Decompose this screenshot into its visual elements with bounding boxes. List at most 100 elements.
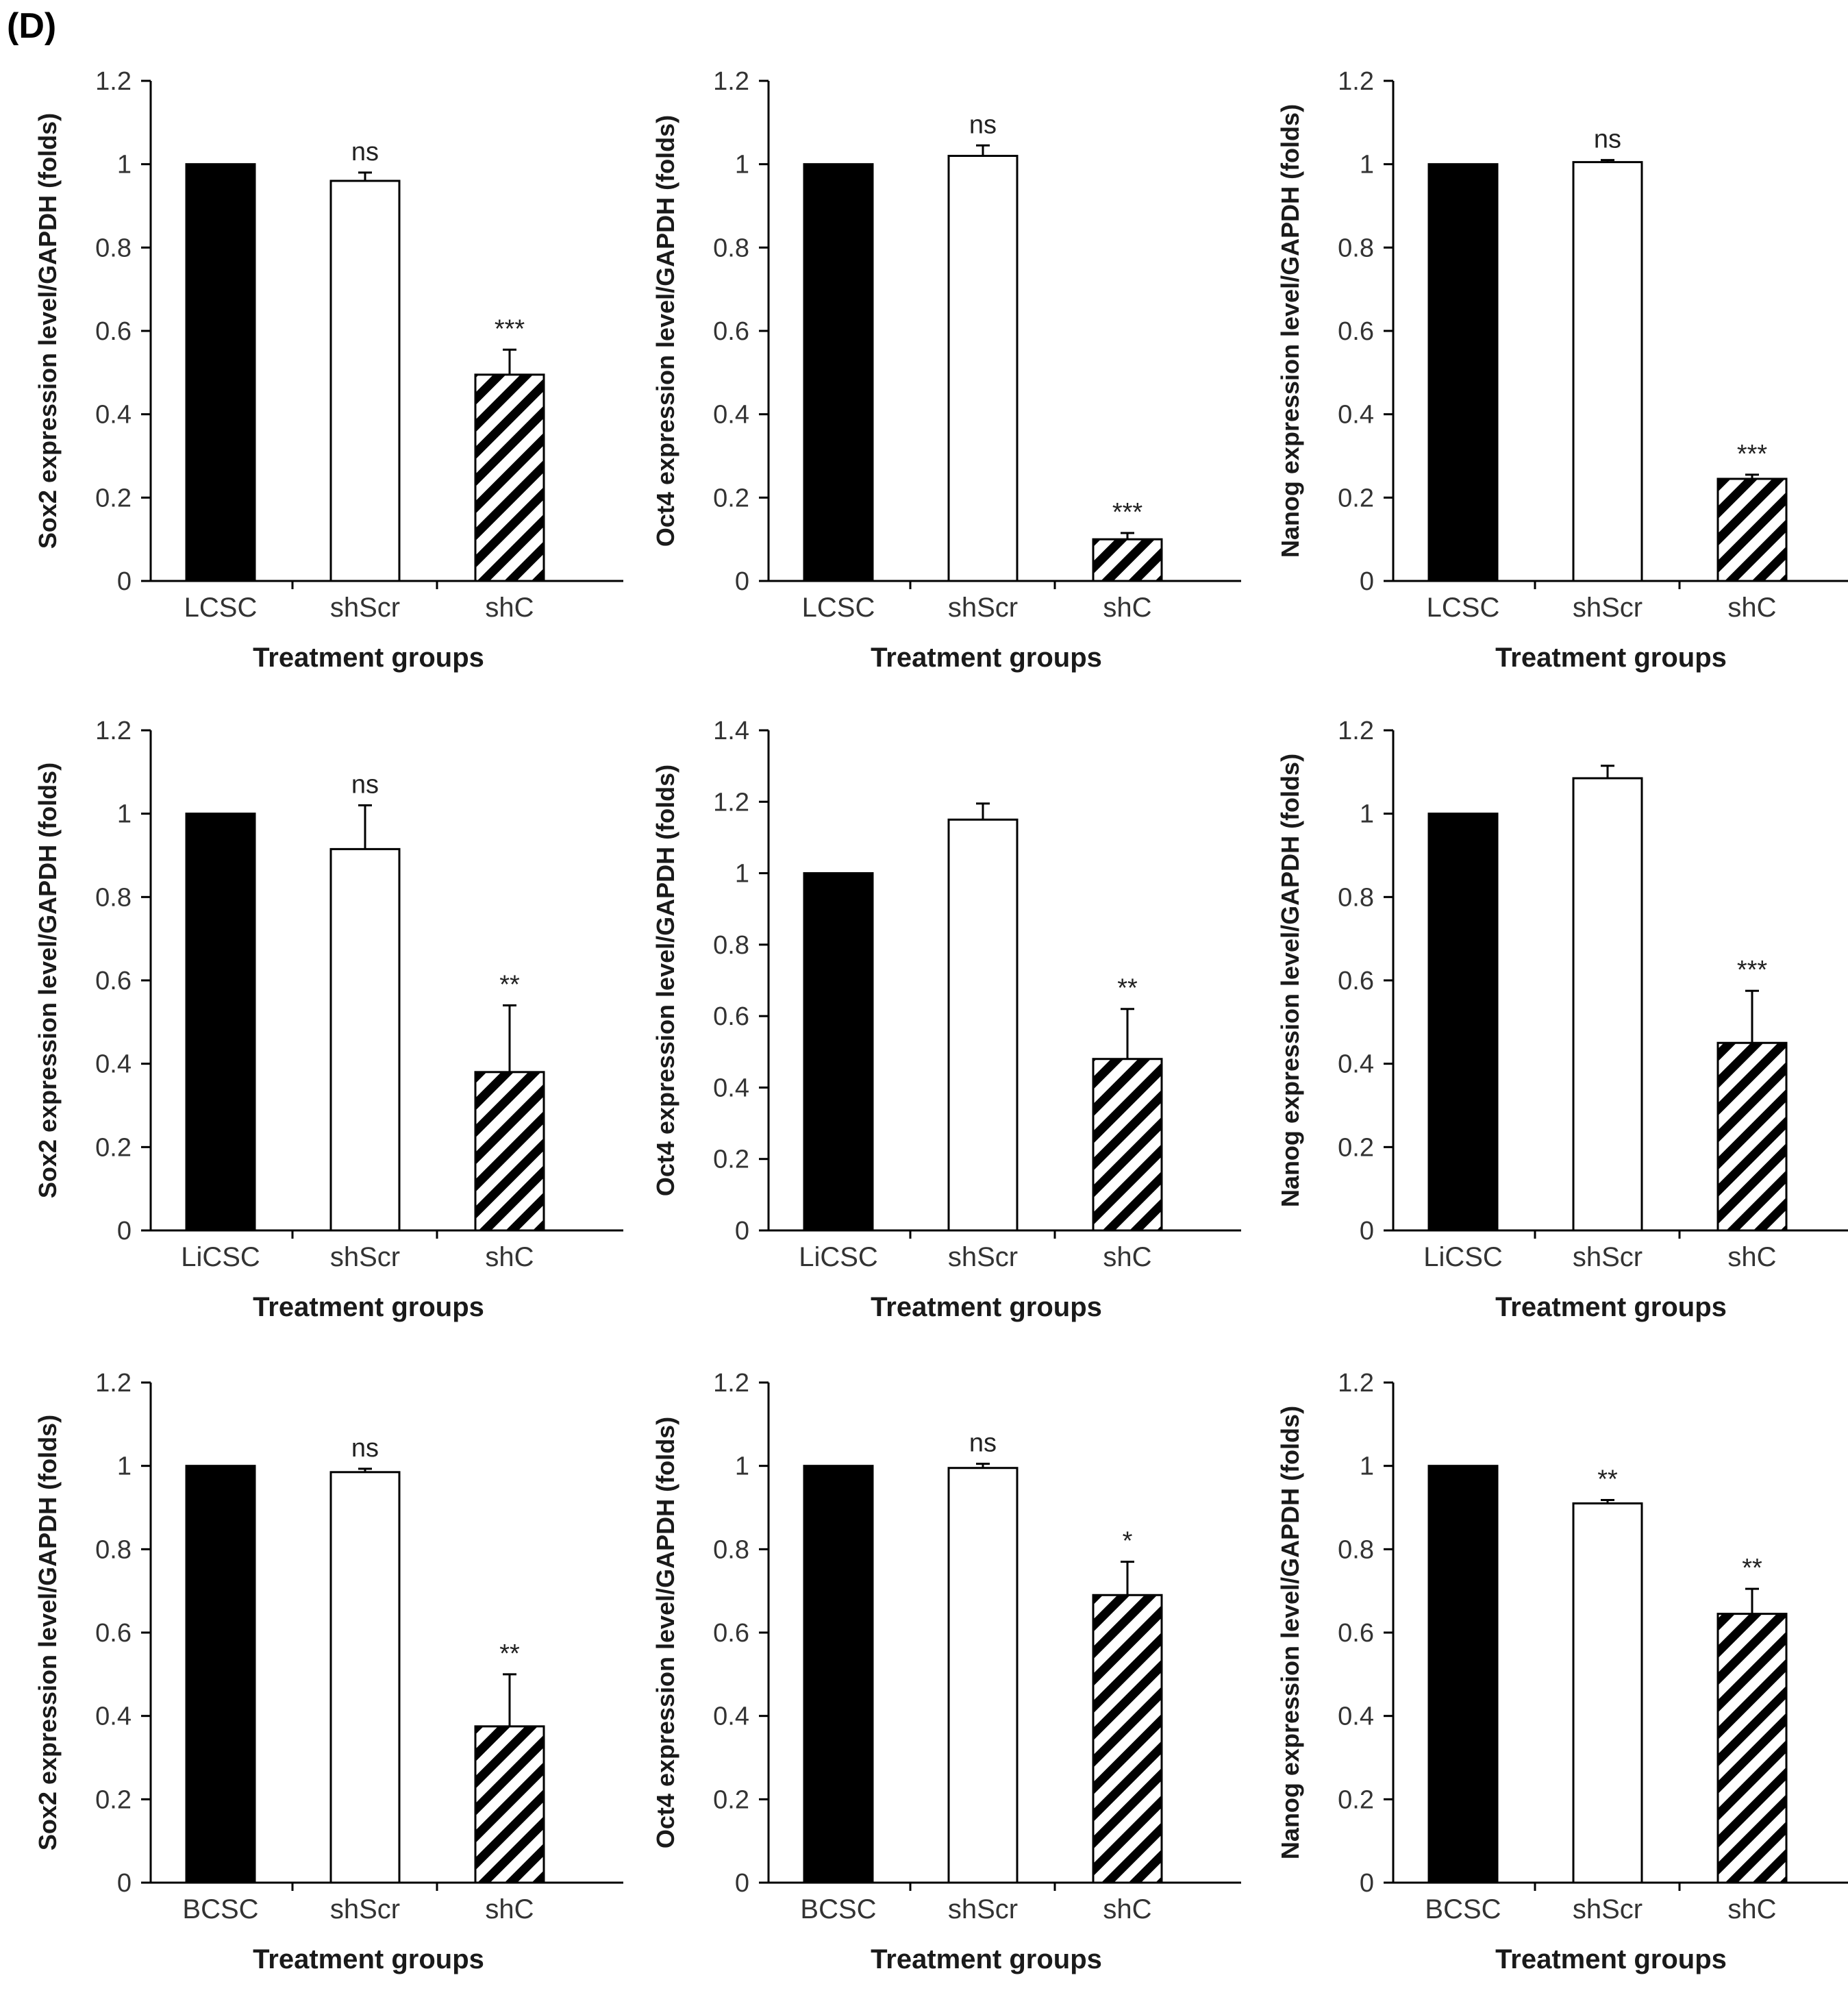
bar-first [1427, 1465, 1499, 1884]
bar-first [1427, 813, 1499, 1232]
y-tick-label: 0.4 [95, 1050, 132, 1079]
y-tick-label: 1 [735, 151, 749, 179]
y-tick-label: 0.2 [1338, 1785, 1374, 1814]
y-tick-label: 1.2 [95, 67, 132, 96]
significance-label: ** [1742, 1554, 1762, 1583]
y-axis-title: Nanog expression level/GAPDH (folds) [1276, 754, 1304, 1207]
y-tick-label: 0.4 [95, 1702, 132, 1731]
significance-label: ns [1594, 125, 1621, 154]
category-label: shScr [330, 593, 400, 623]
y-axis-title: Sox2 expression level/GAPDH (folds) [34, 113, 62, 549]
y-tick-label: 1 [1360, 151, 1374, 179]
bar-shscr [1572, 161, 1643, 582]
x-axis-title: Treatment groups [253, 1292, 484, 1322]
bar-shc [1716, 1041, 1788, 1232]
chart-8: ns * 0 0.2 0.4 0.6 0.8 1 1.2 BCSC shScr shCTreatmen… [651, 1369, 1241, 1974]
y-tick-label: 0 [735, 1869, 749, 1898]
category-label: LCSC [1427, 593, 1500, 623]
y-tick-label: 1.2 [95, 1369, 132, 1398]
x-axis-title: Treatment groups [871, 1292, 1102, 1322]
category-label: shScr [948, 1242, 1018, 1272]
y-tick-label: 0.4 [713, 1074, 749, 1102]
y-axis-title: Nanog expression level/GAPDH (folds) [1276, 104, 1304, 558]
y-tick-label: 1.2 [1338, 1369, 1374, 1398]
bar-shc [1716, 1613, 1788, 1884]
y-tick-label: 0 [1360, 1217, 1374, 1246]
category-label: shScr [948, 1894, 1018, 1924]
category-label: shC [1727, 1242, 1776, 1272]
y-tick-label: 1.2 [713, 1369, 749, 1398]
category-label: shC [1727, 1894, 1776, 1924]
significance-label: ns [969, 110, 997, 139]
bar-shc [1092, 1594, 1163, 1884]
y-tick-label: 0.4 [713, 1702, 749, 1731]
chart-4: ns ** 0 0.2 0.4 0.6 0.8 1 1.2 LiCSC shScr shCTreatm… [34, 717, 623, 1322]
category-label: shC [1103, 1242, 1151, 1272]
y-tick-label: 1.2 [1338, 717, 1374, 745]
chart-6: *** 0 0.2 0.4 0.6 0.8 1 1.2 LiCSC shScr shCTreatme… [1276, 717, 1848, 1322]
chart-7: ns ** 0 0.2 0.4 0.6 0.8 1 1.2 BCSC shScr shCTreatme… [34, 1369, 623, 1974]
y-tick-label: 0.2 [713, 1145, 749, 1174]
category-label: shScr [330, 1894, 400, 1924]
x-axis-title: Treatment groups [253, 1944, 484, 1974]
y-tick-label: 0.4 [713, 401, 749, 430]
significance-label: ** [1117, 974, 1138, 1003]
y-tick-label: 1.2 [713, 788, 749, 817]
category-label: LiCSC [1423, 1242, 1503, 1272]
bar-shc [1092, 1058, 1163, 1232]
category-label: LCSC [184, 593, 258, 623]
x-axis-title: Treatment groups [1495, 1944, 1727, 1974]
bar-first [803, 1465, 874, 1884]
y-axis-title: Nanog expression level/GAPDH (folds) [1276, 1406, 1304, 1859]
y-axis-title: Sox2 expression level/GAPDH (folds) [34, 1415, 62, 1850]
x-axis-title: Treatment groups [253, 643, 484, 673]
bar-first [803, 872, 874, 1232]
category-label: BCSC [182, 1894, 258, 1924]
y-tick-label: 0.6 [1338, 317, 1374, 346]
bar-shscr [329, 1471, 401, 1884]
y-axis-title: Sox2 expression level/GAPDH (folds) [34, 763, 62, 1198]
bar-first [803, 163, 874, 582]
category-label: BCSC [1425, 1894, 1501, 1924]
y-tick-label: 0.8 [95, 883, 132, 912]
bar-shscr [1572, 777, 1643, 1232]
y-tick-label: 0 [117, 1869, 132, 1898]
significance-label: ns [969, 1429, 997, 1458]
chart-2: ns *** 0 0.2 0.4 0.6 0.8 1 1.2 LCSC shScr shCTreatm… [651, 67, 1241, 673]
significance-label: ns [351, 771, 379, 800]
y-tick-label: 0.6 [1338, 967, 1374, 995]
significance-label: *** [1737, 440, 1768, 469]
category-label: shC [485, 1894, 534, 1924]
category-label: LiCSC [181, 1242, 260, 1272]
y-tick-label: 0.6 [95, 317, 132, 346]
significance-label: ** [499, 1639, 520, 1668]
significance-label: ** [499, 971, 520, 1000]
significance-label: *** [1737, 956, 1768, 984]
significance-label: *** [1112, 498, 1143, 527]
y-tick-label: 0.2 [713, 1785, 749, 1814]
bar-shscr [329, 179, 401, 582]
x-axis-title: Treatment groups [1495, 1292, 1727, 1322]
category-label: shScr [1573, 1894, 1643, 1924]
bar-shc [474, 1071, 545, 1232]
bar-shscr [1572, 1502, 1643, 1884]
x-axis-title: Treatment groups [871, 643, 1102, 673]
y-tick-label: 1 [1360, 1452, 1374, 1481]
y-tick-label: 0.8 [95, 234, 132, 262]
x-axis-title: Treatment groups [1495, 643, 1727, 673]
y-tick-label: 0.8 [713, 234, 749, 262]
y-tick-label: 0.2 [95, 1133, 132, 1162]
y-tick-label: 0.8 [713, 1535, 749, 1564]
y-tick-label: 1 [735, 860, 749, 889]
bar-shscr [329, 847, 401, 1232]
y-tick-label: 0 [1360, 1869, 1374, 1898]
y-tick-label: 0.8 [1338, 1535, 1374, 1564]
category-label: shC [1103, 1894, 1151, 1924]
chart-3: ns *** 0 0.2 0.4 0.6 0.8 1 1.2 LCSC shScr shCTreatm… [1276, 67, 1848, 673]
y-tick-label: 0.2 [95, 1785, 132, 1814]
bar-shc [1716, 478, 1788, 582]
y-axis-title: Oct4 expression level/GAPDH (folds) [651, 115, 679, 547]
significance-label: ns [351, 138, 379, 166]
significance-label: ns [351, 1434, 379, 1463]
